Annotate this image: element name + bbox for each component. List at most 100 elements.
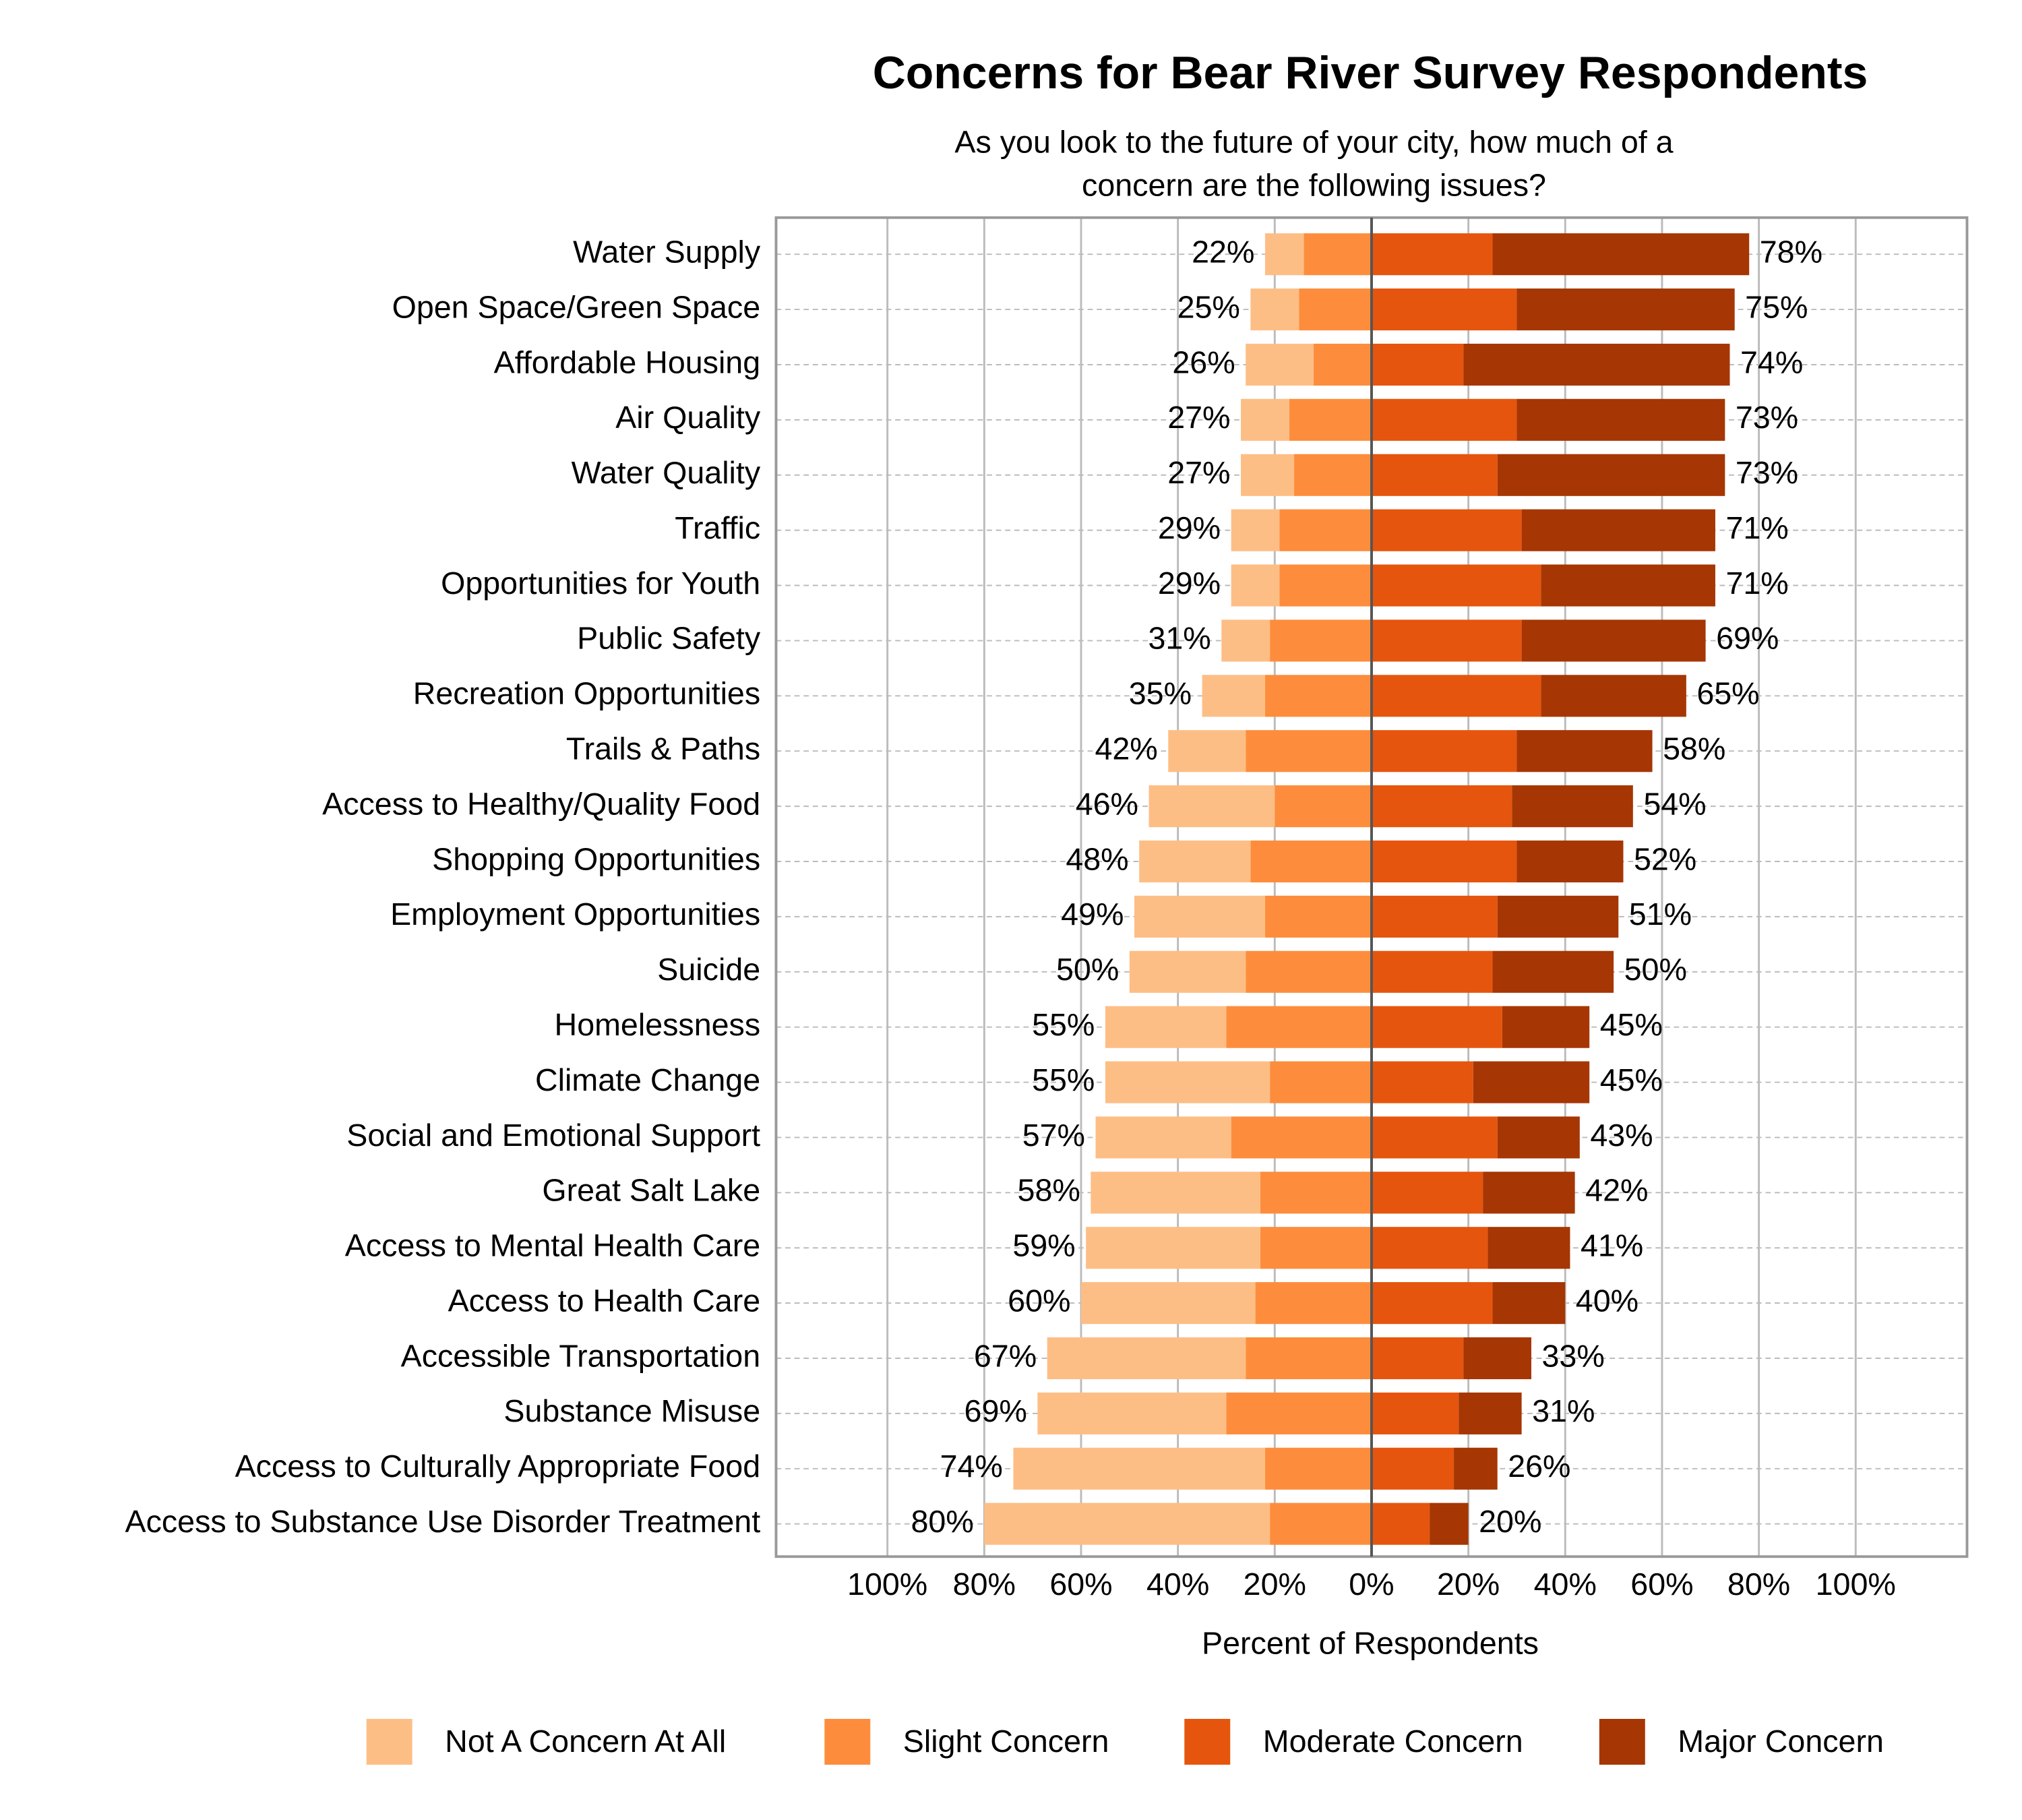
bar-segment bbox=[1371, 1447, 1454, 1490]
x-tick-label: 80% bbox=[1727, 1567, 1790, 1602]
bar-segment bbox=[1013, 1447, 1265, 1490]
y-tick-label: Employment Opportunities bbox=[390, 897, 760, 932]
data-label: 29% bbox=[1158, 566, 1221, 601]
bar-segment bbox=[1231, 509, 1280, 551]
y-tick-label: Access to Culturally Appropriate Food bbox=[235, 1449, 761, 1484]
legend-label: Not A Concern At All bbox=[445, 1724, 726, 1759]
legend-label: Moderate Concern bbox=[1263, 1724, 1523, 1759]
y-tick-label: Climate Change bbox=[535, 1062, 760, 1097]
data-label: 71% bbox=[1725, 510, 1788, 545]
bar-segment bbox=[1371, 398, 1517, 441]
data-label: 75% bbox=[1745, 289, 1808, 324]
bar-segment bbox=[1502, 1006, 1590, 1048]
data-label: 59% bbox=[1012, 1228, 1075, 1263]
y-tick-label: Accessible Transportation bbox=[401, 1338, 761, 1373]
bar-segment bbox=[1226, 1006, 1372, 1048]
data-label: 71% bbox=[1725, 566, 1788, 601]
bar-segment bbox=[1299, 289, 1372, 331]
bar-segment bbox=[1492, 233, 1750, 276]
y-tick-label: Water Supply bbox=[573, 234, 761, 269]
data-label: 43% bbox=[1590, 1118, 1653, 1153]
y-tick-label: Air Quality bbox=[615, 400, 761, 435]
x-tick-label: 40% bbox=[1146, 1567, 1209, 1602]
y-tick-label: Suicide bbox=[657, 952, 760, 987]
data-label: 22% bbox=[1192, 234, 1254, 269]
bar-segment bbox=[1492, 950, 1614, 993]
bar-segment bbox=[1250, 289, 1299, 331]
y-tick-label: Social and Emotional Support bbox=[346, 1118, 760, 1153]
legend-swatch bbox=[366, 1719, 412, 1765]
bar-segment bbox=[1241, 454, 1295, 496]
bar-segment bbox=[1246, 1337, 1372, 1380]
bar-segment bbox=[1516, 730, 1653, 772]
bar-segment bbox=[1371, 1116, 1498, 1159]
bar-segment bbox=[1134, 895, 1265, 938]
data-label: 54% bbox=[1643, 786, 1706, 821]
bar-segment bbox=[1279, 564, 1372, 607]
data-label: 31% bbox=[1532, 1393, 1595, 1428]
bar-segment bbox=[1488, 1227, 1570, 1269]
data-label: 25% bbox=[1177, 289, 1240, 324]
bar-segment bbox=[1202, 675, 1265, 717]
y-tick-label: Open Space/Green Space bbox=[392, 289, 761, 324]
bar-segment bbox=[1255, 1282, 1372, 1325]
y-tick-label: Shopping Opportunities bbox=[432, 841, 760, 876]
bar-segment bbox=[1541, 675, 1686, 717]
bar-segment bbox=[1430, 1503, 1469, 1545]
data-label: 55% bbox=[1032, 1062, 1095, 1097]
bar-segment bbox=[1221, 619, 1270, 662]
bar-segment bbox=[1371, 454, 1498, 496]
x-tick-label: 60% bbox=[1049, 1567, 1112, 1602]
bar-segment bbox=[1512, 785, 1633, 828]
y-tick-label: Access to Healthy/Quality Food bbox=[322, 786, 760, 821]
data-label: 58% bbox=[1663, 731, 1725, 766]
legend-swatch bbox=[1599, 1719, 1645, 1765]
bar-segment bbox=[1371, 1337, 1464, 1380]
bar-segment bbox=[1497, 454, 1725, 496]
data-label: 69% bbox=[964, 1393, 1027, 1428]
bar-segment bbox=[1371, 1392, 1459, 1434]
bar-segment bbox=[1080, 1282, 1256, 1325]
data-label: 55% bbox=[1032, 1007, 1095, 1042]
bar-segment bbox=[1231, 1116, 1372, 1159]
bar-segment bbox=[1371, 233, 1493, 276]
y-tick-label: Traffic bbox=[675, 510, 760, 545]
bar-segment bbox=[1516, 840, 1624, 883]
data-label: 74% bbox=[1740, 344, 1803, 380]
x-tick-label: 20% bbox=[1437, 1567, 1500, 1602]
data-label: 50% bbox=[1056, 952, 1119, 987]
x-tick-label: 20% bbox=[1244, 1567, 1306, 1602]
data-label: 52% bbox=[1634, 841, 1696, 876]
bar-segment bbox=[1270, 619, 1372, 662]
y-tick-label: Water Quality bbox=[572, 455, 761, 490]
chart-title: Concerns for Bear River Survey Responden… bbox=[873, 47, 1868, 98]
x-tick-label: 80% bbox=[953, 1567, 1016, 1602]
bar-segment bbox=[1473, 1061, 1590, 1103]
bar-segment bbox=[1371, 1503, 1430, 1545]
data-label: 26% bbox=[1508, 1449, 1570, 1484]
bar-segment bbox=[1304, 233, 1372, 276]
bar-segment bbox=[1037, 1392, 1227, 1434]
data-label: 29% bbox=[1158, 510, 1221, 545]
y-tick-label: Trails & Paths bbox=[566, 731, 760, 766]
x-tick-label: 100% bbox=[847, 1567, 927, 1602]
chart-subtitle: concern are the following issues? bbox=[1082, 167, 1546, 202]
data-label: 26% bbox=[1172, 344, 1235, 380]
bar-segment bbox=[1246, 343, 1314, 386]
bar-segment bbox=[1371, 1061, 1473, 1103]
data-label: 20% bbox=[1479, 1504, 1541, 1539]
x-tick-label: 0% bbox=[1349, 1567, 1394, 1602]
data-label: 45% bbox=[1600, 1007, 1663, 1042]
bar-segment bbox=[1371, 785, 1512, 828]
data-label: 48% bbox=[1066, 841, 1128, 876]
bar-segment bbox=[1371, 895, 1498, 938]
bar-segment bbox=[1241, 398, 1289, 441]
bar-segment bbox=[1047, 1337, 1246, 1380]
bar-segment bbox=[1105, 1061, 1270, 1103]
x-tick-label: 40% bbox=[1534, 1567, 1597, 1602]
data-label: 65% bbox=[1696, 676, 1759, 711]
data-label: 35% bbox=[1129, 676, 1192, 711]
data-label: 41% bbox=[1581, 1228, 1643, 1263]
data-label: 42% bbox=[1095, 731, 1157, 766]
